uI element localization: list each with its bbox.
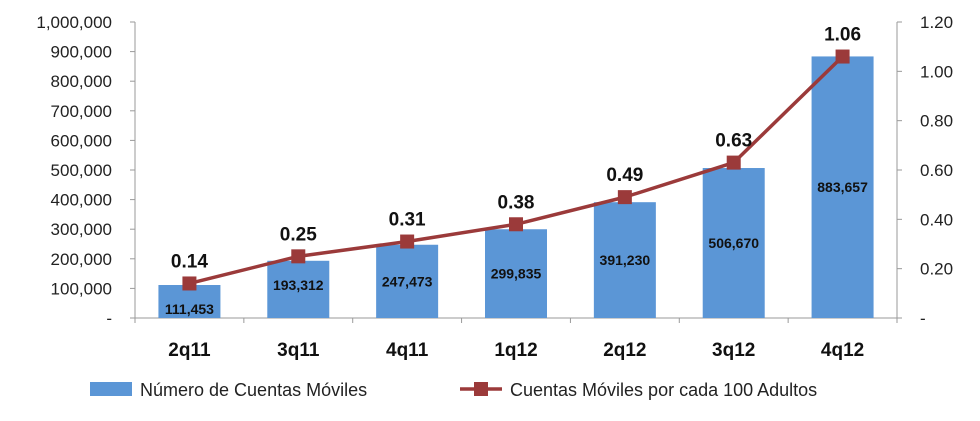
line-point-marker bbox=[400, 234, 415, 249]
left-tick-label: - bbox=[106, 309, 112, 328]
left-tick-label: 800,000 bbox=[51, 72, 112, 91]
line-data-label: 1.06 bbox=[824, 25, 861, 46]
bar-data-label: 247,473 bbox=[382, 273, 433, 289]
line-point-marker bbox=[291, 249, 306, 264]
legend-line-label: Cuentas Móviles por cada 100 Adultos bbox=[510, 380, 817, 400]
x-tick-label: 2q11 bbox=[168, 340, 211, 361]
line-point-marker bbox=[509, 217, 523, 232]
right-tick-label: 0.80 bbox=[920, 112, 953, 131]
bar-data-label: 193,312 bbox=[273, 277, 324, 293]
left-tick-label: 1,000,000 bbox=[36, 13, 112, 32]
line-data-label: 0.38 bbox=[498, 192, 535, 213]
right-tick-label: 1.20 bbox=[920, 13, 953, 32]
x-tick-label: 4q12 bbox=[821, 340, 864, 361]
line-point-marker bbox=[617, 190, 632, 205]
line-point-marker bbox=[182, 276, 197, 291]
line-data-label: 0.14 bbox=[171, 251, 208, 272]
left-tick-label: 400,000 bbox=[51, 191, 112, 210]
bar bbox=[593, 202, 656, 318]
bar-data-label: 299,835 bbox=[491, 266, 542, 282]
bar-data-label: 506,670 bbox=[708, 235, 759, 251]
bar bbox=[267, 260, 330, 318]
left-tick-label: 700,000 bbox=[51, 102, 112, 121]
x-tick-label: 4q11 bbox=[386, 340, 429, 361]
line-point-marker bbox=[835, 49, 850, 64]
x-tick-label: 3q11 bbox=[277, 340, 320, 361]
line-point-marker bbox=[726, 155, 741, 170]
left-tick-label: 500,000 bbox=[51, 161, 112, 180]
line-data-label: 0.63 bbox=[715, 131, 752, 152]
bar bbox=[485, 229, 547, 318]
bar-data-label: 391,230 bbox=[600, 252, 651, 268]
bar bbox=[702, 168, 765, 318]
bar bbox=[811, 56, 874, 318]
legend-bar-swatch bbox=[90, 382, 132, 396]
left-tick-label: 100,000 bbox=[51, 279, 112, 298]
x-tick-label: 1q12 bbox=[494, 340, 537, 361]
line-data-label: 0.31 bbox=[389, 210, 426, 231]
bar-data-label: 883,657 bbox=[817, 179, 868, 195]
right-tick-label: 0.20 bbox=[920, 260, 953, 279]
left-tick-label: 600,000 bbox=[51, 131, 112, 150]
left-tick-label: 900,000 bbox=[51, 43, 112, 62]
x-tick-label: 3q12 bbox=[712, 340, 755, 361]
right-tick-label: 0.40 bbox=[920, 210, 953, 229]
line-data-label: 0.25 bbox=[280, 224, 317, 245]
left-tick-label: 300,000 bbox=[51, 220, 112, 239]
right-tick-label: 1.00 bbox=[920, 62, 953, 81]
bar bbox=[158, 285, 221, 318]
bar bbox=[376, 244, 439, 318]
x-tick-label: 2q12 bbox=[603, 340, 646, 361]
right-tick-label: 0.60 bbox=[920, 161, 953, 180]
bar-data-label: 111,453 bbox=[165, 301, 214, 317]
left-tick-label: 200,000 bbox=[51, 250, 112, 269]
line-data-label: 0.49 bbox=[606, 165, 643, 186]
legend-line-marker bbox=[474, 382, 488, 396]
legend-bar-label: Número de Cuentas Móviles bbox=[140, 380, 367, 400]
right-tick-label: - bbox=[920, 309, 926, 328]
